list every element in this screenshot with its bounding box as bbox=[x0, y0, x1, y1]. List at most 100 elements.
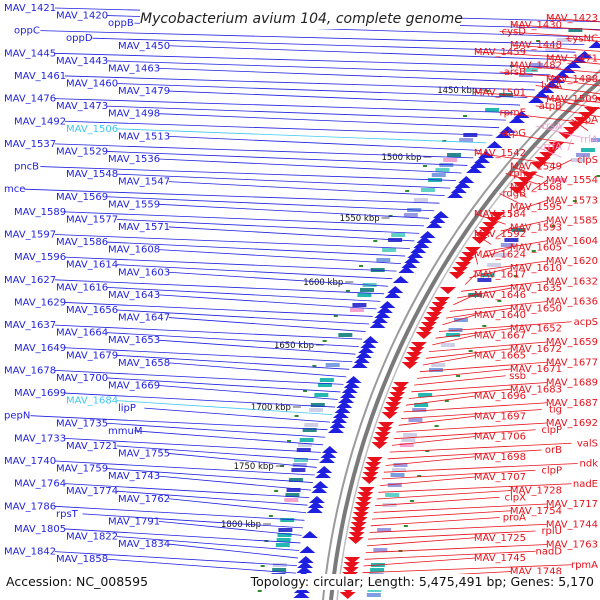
gene-label-right: MAV_1646 bbox=[474, 290, 526, 301]
gene-leader-left bbox=[158, 249, 401, 264]
feature-block bbox=[278, 528, 293, 532]
minus-strand-arrow bbox=[458, 176, 475, 183]
gene-label-left: MAV_1743 bbox=[108, 471, 160, 482]
feature-block bbox=[373, 548, 388, 552]
gene-leader-left bbox=[24, 188, 440, 204]
minus-strand-arrow bbox=[316, 466, 333, 473]
gene-leader-right bbox=[378, 483, 572, 493]
plus-strand-arrow bbox=[406, 352, 423, 359]
feature-block bbox=[292, 463, 307, 467]
gene-label-left: MAV_1559 bbox=[108, 199, 160, 210]
minus-strand-arrow bbox=[293, 591, 310, 598]
gene-leader-right bbox=[475, 51, 600, 60]
plus-strand-arrow bbox=[374, 432, 391, 439]
feature-block bbox=[568, 28, 583, 32]
gene-leader-left bbox=[134, 430, 324, 446]
gene-label-right: nadD bbox=[535, 546, 562, 557]
scale-label: 1600 kbp bbox=[303, 278, 343, 288]
gene-label-left: MAV_1616 bbox=[56, 282, 108, 293]
feature-block bbox=[367, 588, 382, 592]
minus-strand-arrow bbox=[513, 111, 530, 118]
plus-strand-arrow bbox=[431, 302, 448, 309]
gene-label-left: oppB bbox=[108, 18, 134, 29]
gene-leader-left bbox=[158, 294, 377, 310]
gene-label-right: nadE bbox=[573, 479, 598, 490]
feature-block bbox=[529, 63, 544, 67]
feature-block bbox=[403, 213, 418, 217]
gene-label-right: MAV_1687 bbox=[546, 398, 598, 409]
gene-leader-right bbox=[511, 24, 600, 31]
gene-leader-right bbox=[453, 294, 476, 306]
gene-label-left: MAV_1536 bbox=[108, 154, 160, 165]
plus-strand-arrow bbox=[387, 397, 404, 404]
gene-label-right: rpmA bbox=[571, 560, 598, 571]
gene-leader-left bbox=[64, 483, 310, 499]
gene-label-right: MAV_1677 bbox=[546, 357, 598, 368]
plus-strand-arrow bbox=[349, 527, 366, 534]
minus-strand-arrow bbox=[379, 301, 396, 308]
gene-leader-left bbox=[168, 181, 445, 197]
gene-leader-right bbox=[416, 368, 512, 379]
minus-strand-arrow bbox=[384, 291, 401, 298]
feature-block bbox=[412, 408, 427, 412]
gene-label-right: MAV_1459 bbox=[474, 47, 526, 58]
feature-block bbox=[286, 488, 301, 492]
feature-block bbox=[443, 158, 458, 162]
tick-mark bbox=[312, 365, 317, 367]
feature-block bbox=[310, 403, 325, 407]
gene-label-right: lysA bbox=[541, 81, 562, 92]
gene-leader-left bbox=[40, 30, 585, 46]
plus-strand-arrow bbox=[365, 462, 382, 469]
gene-label-left: MAV_1786 bbox=[4, 501, 56, 512]
backbone-ring-inner bbox=[336, 88, 600, 600]
backbone-ring bbox=[329, 78, 600, 600]
feature-block bbox=[403, 433, 418, 437]
gene-label-right: MAV_1604 bbox=[546, 236, 598, 247]
gene-label-right: rplU bbox=[541, 526, 562, 537]
feature-block bbox=[591, 138, 600, 142]
gene-label-right: MAV_1725 bbox=[474, 533, 526, 544]
tick-mark bbox=[417, 475, 422, 477]
plus-strand-arrow bbox=[383, 407, 400, 414]
gene-label-right: rrfA bbox=[544, 141, 563, 152]
minus-strand-arrow bbox=[334, 406, 351, 413]
plus-strand-arrow bbox=[448, 272, 465, 279]
gene-label-left: pncB bbox=[14, 162, 39, 173]
gene-label-right: MAV_1585 bbox=[546, 216, 598, 227]
minus-strand-arrow bbox=[426, 221, 443, 228]
feature-block bbox=[480, 273, 495, 277]
feature-block bbox=[277, 533, 292, 537]
gene-label-left: rpsT bbox=[56, 509, 79, 520]
minus-strand-arrow bbox=[387, 286, 404, 293]
scale-label: 1550 kbp bbox=[340, 214, 380, 224]
gene-label-right: MAV_1697 bbox=[474, 411, 526, 422]
feature-block bbox=[366, 593, 381, 597]
gene-leader-right bbox=[565, 37, 600, 43]
gene-leader-left bbox=[116, 536, 300, 551]
gene-label-right: MAV_1620 bbox=[546, 256, 598, 267]
feature-block bbox=[325, 363, 340, 367]
tick-mark bbox=[531, 250, 536, 252]
gene-label-right: rdgB bbox=[503, 189, 527, 200]
gene-leader-left bbox=[158, 158, 462, 174]
feature-block bbox=[304, 423, 319, 427]
gene-leader-left bbox=[54, 460, 315, 476]
plus-strand-arrow bbox=[471, 237, 488, 244]
minus-strand-arrow bbox=[432, 211, 449, 218]
tick-mark bbox=[434, 425, 439, 427]
plus-strand-arrow bbox=[393, 382, 410, 389]
gene-label-left: MAV_1596 bbox=[14, 252, 66, 263]
gene-label-left: MAV_1537 bbox=[4, 139, 56, 150]
tick-mark bbox=[345, 290, 350, 292]
gene-leader-left bbox=[54, 370, 344, 385]
minus-strand-arrow bbox=[355, 351, 372, 358]
gene-leader-right bbox=[475, 152, 556, 165]
minus-strand-arrow bbox=[329, 421, 346, 428]
minus-strand-arrow bbox=[450, 186, 467, 193]
gene-leader-right bbox=[363, 557, 476, 567]
minus-strand-arrow bbox=[413, 241, 430, 248]
gene-leader-right bbox=[547, 98, 600, 110]
gene-label-left: MAV_1513 bbox=[118, 131, 170, 142]
feature-block bbox=[453, 318, 468, 322]
minus-strand-arrow bbox=[528, 96, 545, 103]
